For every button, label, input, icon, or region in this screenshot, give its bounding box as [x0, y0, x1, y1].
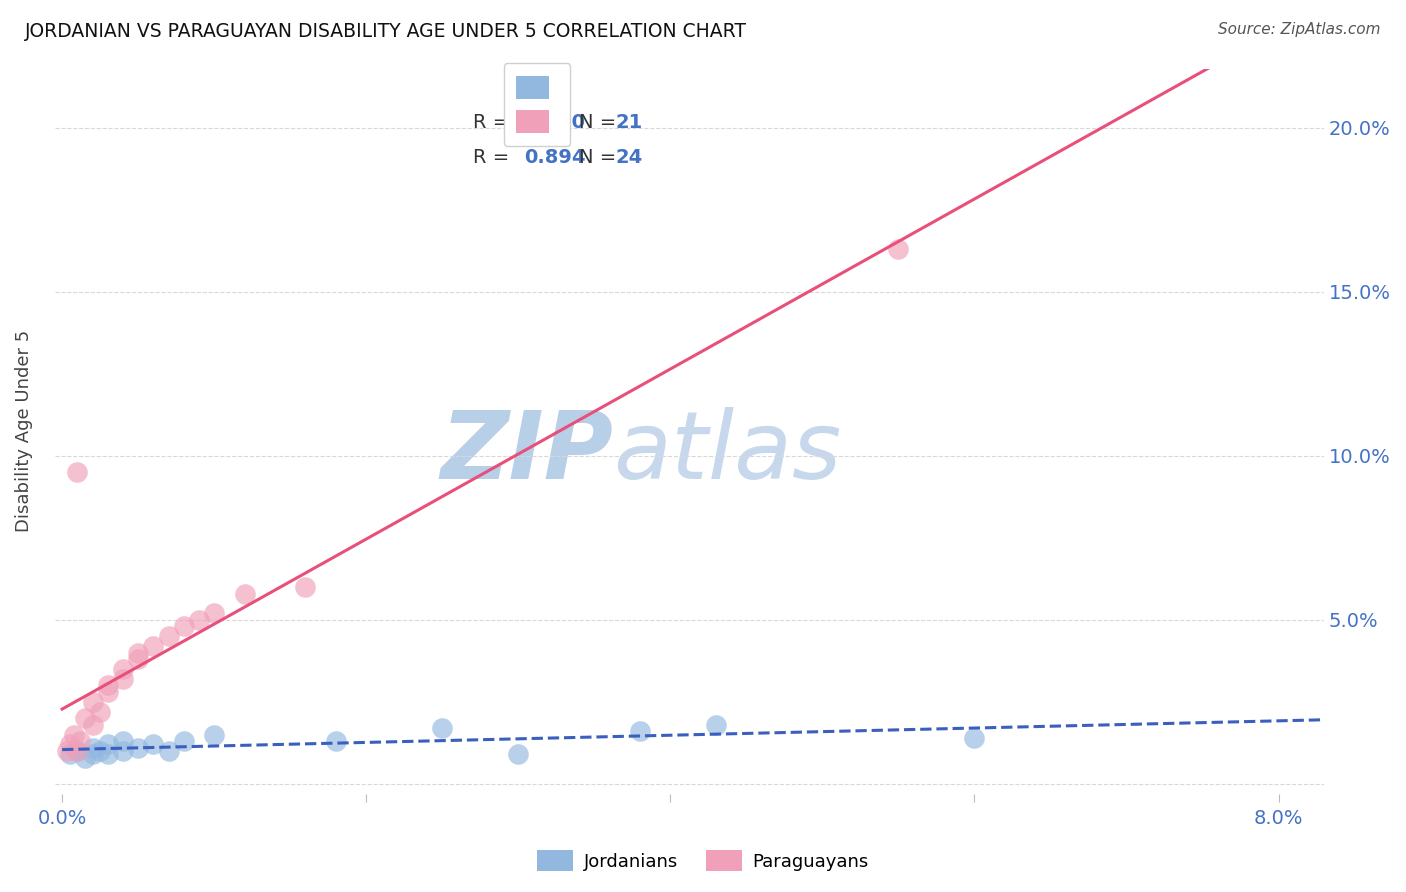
Text: R =: R =: [474, 112, 516, 131]
Point: [111, 662, 134, 676]
Point: [82, 740, 104, 755]
Point: [325, 734, 347, 748]
Point: [628, 724, 651, 739]
Point: [188, 613, 211, 627]
Point: [55, 744, 77, 758]
Text: 24: 24: [616, 148, 643, 167]
Point: [508, 747, 530, 762]
Point: [73, 711, 96, 725]
Text: atlas: atlas: [613, 408, 841, 499]
Point: [704, 718, 727, 732]
Point: [111, 734, 134, 748]
Point: [432, 721, 454, 735]
Text: Source: ZipAtlas.com: Source: ZipAtlas.com: [1218, 22, 1381, 37]
Text: ZIP: ZIP: [440, 407, 613, 499]
Point: [97, 678, 120, 692]
Y-axis label: Disability Age Under 5: Disability Age Under 5: [15, 330, 32, 533]
Point: [82, 718, 104, 732]
Point: [66, 744, 89, 758]
Point: [69, 734, 91, 748]
Text: N =: N =: [579, 112, 623, 131]
Point: [97, 738, 120, 752]
Point: [73, 750, 96, 764]
Point: [97, 685, 120, 699]
Point: [97, 747, 120, 762]
Point: [142, 738, 165, 752]
Point: [66, 744, 89, 758]
Legend: , : ,: [503, 63, 571, 145]
Point: [173, 734, 195, 748]
Point: [82, 747, 104, 762]
Point: [202, 607, 225, 621]
Point: [963, 731, 986, 745]
Point: [66, 465, 89, 479]
Point: [173, 619, 195, 633]
Point: [233, 586, 256, 600]
Text: 0.894: 0.894: [524, 148, 586, 167]
Point: [157, 744, 180, 758]
Point: [89, 705, 111, 719]
Point: [63, 728, 86, 742]
Point: [59, 747, 82, 762]
Point: [82, 695, 104, 709]
Text: N =: N =: [579, 148, 623, 167]
Point: [294, 580, 316, 594]
Legend: Jordanians, Paraguayans: Jordanians, Paraguayans: [530, 843, 876, 879]
Point: [111, 744, 134, 758]
Point: [111, 672, 134, 686]
Point: [202, 728, 225, 742]
Point: [127, 646, 149, 660]
Point: [142, 639, 165, 653]
Text: JORDANIAN VS PARAGUAYAN DISABILITY AGE UNDER 5 CORRELATION CHART: JORDANIAN VS PARAGUAYAN DISABILITY AGE U…: [25, 22, 748, 41]
Text: 0.300: 0.300: [524, 112, 585, 131]
Text: R =: R =: [474, 148, 516, 167]
Point: [127, 740, 149, 755]
Point: [127, 652, 149, 666]
Point: [89, 744, 111, 758]
Point: [887, 242, 910, 256]
Point: [157, 629, 180, 643]
Text: 21: 21: [616, 112, 643, 131]
Point: [59, 738, 82, 752]
